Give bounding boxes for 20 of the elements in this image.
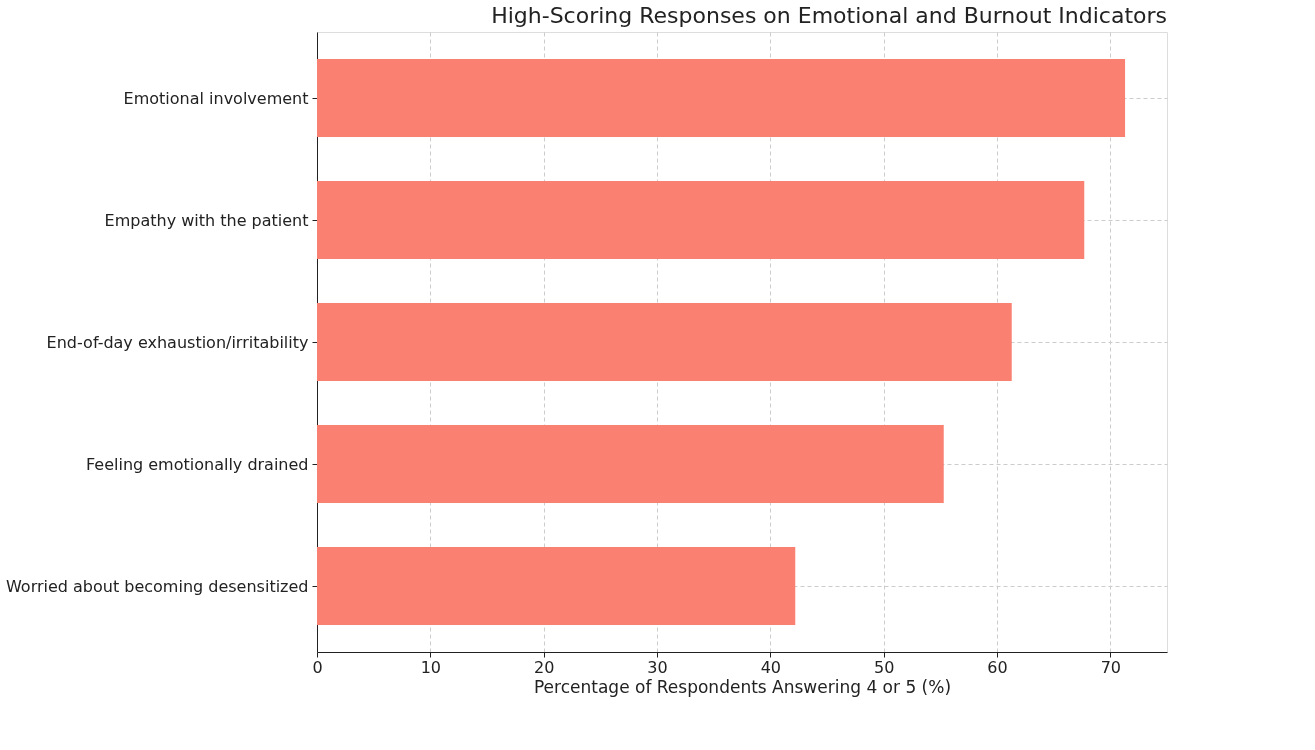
- x-tick-label: 10: [420, 657, 442, 677]
- x-tick-label: 70: [1100, 657, 1122, 677]
- bar: [317, 59, 1126, 137]
- bar: [317, 303, 1012, 381]
- bar: [317, 425, 944, 503]
- chart-title: High-Scoring Responses on Emotional and Burnout Indicators: [491, 3, 1167, 28]
- x-tick-label: 40: [760, 657, 782, 677]
- x-tick-label: 0: [312, 657, 323, 677]
- bar: [317, 181, 1085, 259]
- y-tick-label: Empathy with the patient: [104, 210, 309, 230]
- x-tick-label: 60: [987, 657, 1008, 677]
- x-tick-label: 50: [873, 657, 895, 677]
- x-axis-title: Percentage of Respondents Answering 4 or 5 (%): [533, 676, 952, 697]
- x-tick-label: 20: [533, 657, 555, 677]
- y-tick-label: Emotional involvement: [123, 88, 309, 108]
- bar: [317, 547, 796, 625]
- y-tick-label: Feeling emotionally drained: [85, 454, 309, 474]
- y-tick-label: Worried about becoming desensitized: [5, 576, 309, 596]
- y-tick-label: End-of-day exhaustion/irritability: [46, 332, 309, 352]
- x-tick-label: 30: [647, 657, 668, 677]
